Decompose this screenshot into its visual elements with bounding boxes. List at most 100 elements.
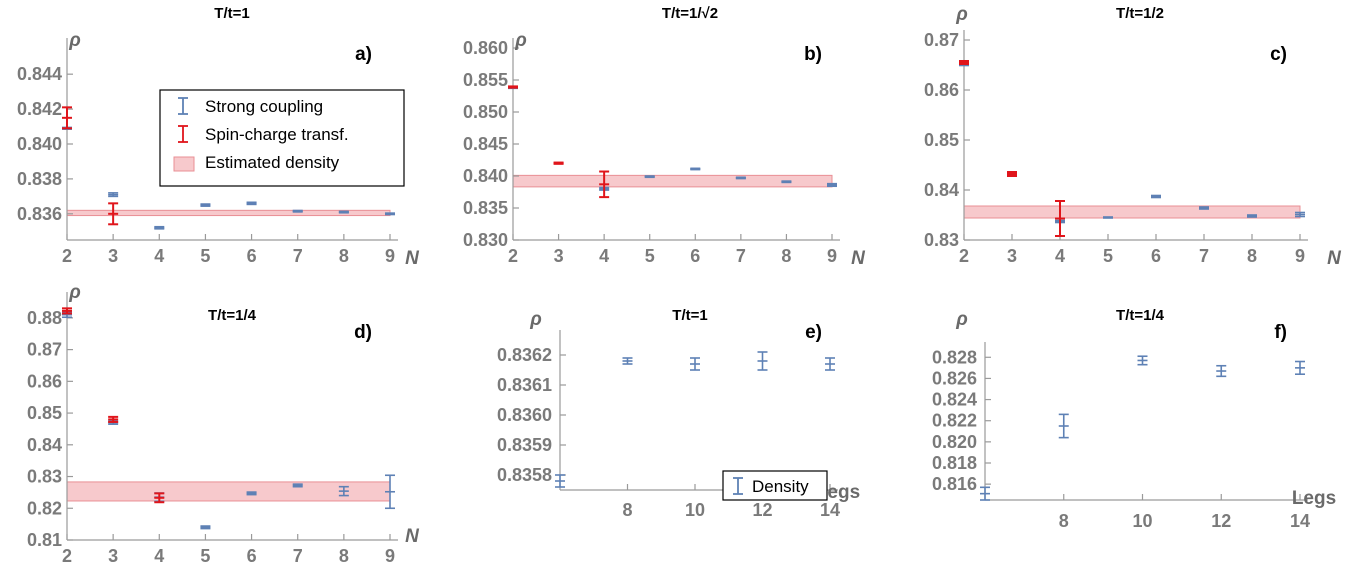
error-bar-point [1007, 171, 1017, 177]
x-tick-label: 9 [1295, 246, 1305, 266]
y-tick-label: 0.84 [924, 180, 959, 200]
panel-c: 0.83 0.84 0.85 0.86 0.87 2 3 4 5 6 7 8 9 T/t=1/2 c) Nρ [924, 4, 1342, 269]
y-tick-label: 0.81 [27, 530, 62, 550]
x-tick-label: 8 [1059, 511, 1069, 531]
legend-entry: Spin-charge transf. [205, 125, 349, 144]
panel-title: T/t=1/4 [208, 307, 257, 324]
y-tick-label: 0.855 [463, 70, 508, 90]
legend-icon-density [733, 477, 743, 495]
x-tick-label: 6 [247, 246, 257, 266]
y-tick-label: 0.86 [27, 371, 62, 391]
error-bar-point [108, 415, 119, 423]
y-tick-label: 0.835 [463, 198, 508, 218]
x-tick-label: 5 [200, 546, 210, 564]
y-tick-label: 0.836 [17, 204, 62, 224]
x-tick-label: 2 [62, 546, 72, 564]
panel-e: 0.8358 0.8359 0.8360 0.8361 0.8362 8 10 12 14 T/t… [497, 307, 860, 520]
x-tick-label: 8 [339, 546, 349, 564]
x-tick-label: 10 [685, 500, 705, 520]
y-tick-label: 0.844 [17, 64, 62, 84]
x-tick-label: 2 [508, 246, 518, 266]
error-bar-point [62, 106, 72, 130]
error-bar-point [1103, 216, 1113, 219]
y-tick-label: 0.824 [932, 390, 977, 410]
x-axis-label: Legs [1292, 488, 1336, 509]
error-bar-point [292, 483, 303, 488]
series-spin-charge-transf- [508, 85, 610, 199]
x-tick-label: 9 [827, 246, 837, 266]
error-bar-point [644, 175, 655, 179]
x-tick-label: 10 [1132, 511, 1152, 531]
error-bar-point [735, 176, 746, 180]
error-bar-point [1151, 194, 1161, 199]
x-tick-label: 12 [752, 500, 772, 520]
error-bar-point [1199, 206, 1209, 210]
x-tick-label: 3 [554, 246, 564, 266]
error-bar-point [508, 85, 518, 89]
x-tick-label: 4 [154, 546, 164, 564]
panel-label: a) [355, 44, 372, 65]
y-tick-label: 0.842 [17, 99, 62, 119]
x-tick-label: 9 [385, 246, 395, 266]
error-bar-point [1295, 360, 1305, 376]
error-bar-point [1295, 211, 1305, 218]
panel-title: T/t=1/4 [1116, 307, 1165, 324]
y-axis-label: ρ [514, 30, 527, 51]
y-tick-label: 0.8361 [497, 375, 552, 395]
panel-title: T/t=1/√2 [662, 5, 718, 22]
y-tick-label: 0.8358 [497, 465, 552, 485]
error-bar-point [553, 161, 564, 165]
x-tick-label: 7 [1199, 246, 1209, 266]
panel-label: e) [805, 322, 822, 343]
y-tick-label: 0.8360 [497, 405, 552, 425]
error-bar-point [246, 201, 257, 206]
y-tick-label: 0.822 [932, 411, 977, 431]
error-bar-point [599, 170, 610, 199]
error-bar-point [292, 209, 303, 213]
error-bar-point [154, 225, 165, 230]
y-tick-label: 0.860 [463, 38, 508, 58]
y-tick-label: 0.87 [27, 340, 62, 360]
y-tick-label: 0.8359 [497, 435, 552, 455]
x-tick-label: 6 [247, 546, 257, 564]
series-density [555, 351, 835, 488]
panel-label: f) [1274, 322, 1287, 343]
x-tick-label: 8 [781, 246, 791, 266]
error-bar-point [1058, 413, 1069, 439]
x-tick-label: 3 [108, 246, 118, 266]
error-bar-point [622, 357, 633, 365]
legend-entry: Strong coupling [205, 97, 323, 116]
y-tick-label: 0.840 [463, 166, 508, 186]
panel-title: T/t=1 [214, 5, 249, 22]
y-tick-label: 0.840 [17, 134, 62, 154]
x-tick-label: 6 [690, 246, 700, 266]
series-spin-charge-transf- [62, 307, 165, 504]
panel-label: b) [804, 44, 822, 65]
y-tick-label: 0.84 [27, 435, 62, 455]
x-tick-label: 3 [108, 546, 118, 564]
y-axis-label: ρ [529, 309, 542, 330]
x-tick-label: 5 [645, 246, 655, 266]
y-tick-label: 0.818 [932, 453, 977, 473]
legend-icon-estimated-density [173, 156, 195, 172]
y-tick-label: 0.850 [463, 102, 508, 122]
y-tick-label: 0.828 [932, 347, 977, 367]
panel-label: c) [1270, 44, 1287, 65]
series-strong-coupling [62, 126, 395, 230]
x-axis-label: N [1327, 248, 1342, 269]
panel-b: 0.830 0.835 0.840 0.845 0.850 0.855 0.860 2 3 4 5 6… [463, 5, 866, 269]
panel-a: 0.836 0.838 0.840 0.842 0.844 2 3 4 5 6 7 8 9 T/t=1 a)… [17, 5, 420, 269]
x-tick-label: 9 [385, 546, 395, 564]
x-axis-label: N [405, 248, 420, 269]
error-bar-point [690, 357, 700, 371]
y-axis-label: ρ [955, 4, 968, 25]
error-bar-point [385, 474, 395, 510]
y-tick-label: 0.820 [932, 432, 977, 452]
x-tick-label: 7 [293, 546, 303, 564]
y-axis-label: ρ [955, 309, 968, 330]
error-bar-point [385, 212, 395, 216]
y-tick-label: 0.83 [27, 467, 62, 487]
x-axis-label: N [851, 248, 866, 269]
error-bar-point [1216, 364, 1227, 378]
